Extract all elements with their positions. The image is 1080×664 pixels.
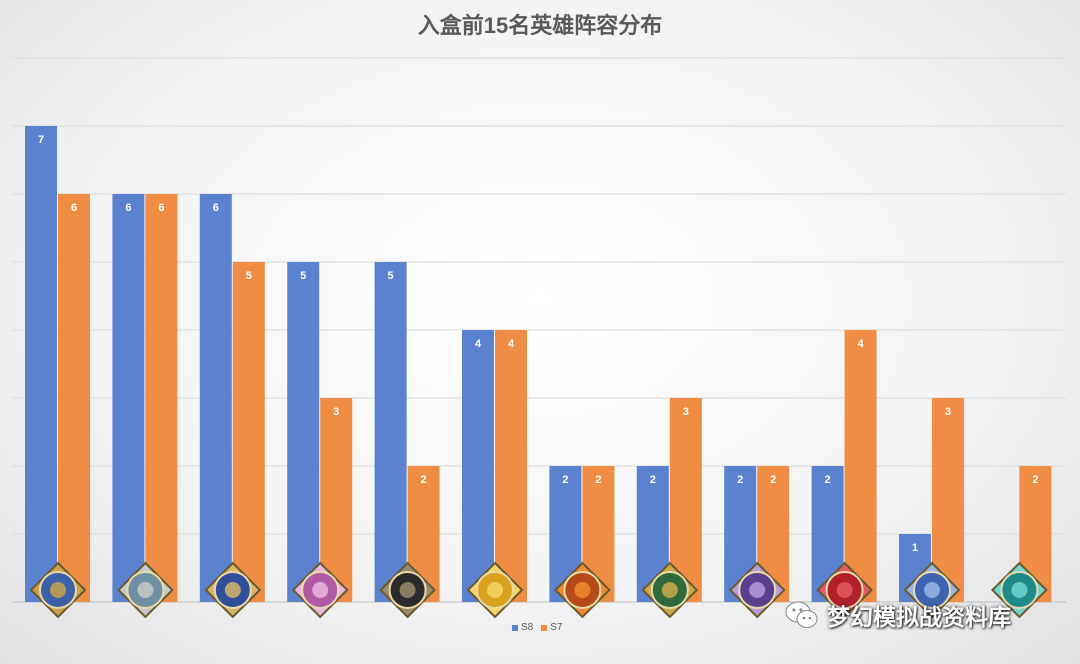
data-label-s7-8: 3 — [683, 406, 689, 418]
legend-item-s8: S8 — [512, 622, 533, 633]
data-label-s8-6: 4 — [475, 338, 482, 350]
chart-title: 入盒前15名英雄阵容分布 — [417, 13, 663, 38]
eye-icon — [116, 561, 174, 619]
data-labels: 766554222210665324232432 — [38, 134, 1039, 593]
legend-item-s7: S7 — [541, 622, 562, 633]
data-label-s7-10: 4 — [858, 338, 865, 350]
crown-icon — [291, 561, 349, 619]
comet-icon — [553, 561, 611, 619]
data-label-s8-1: 7 — [38, 134, 44, 146]
watermark: 梦幻模拟战资料库 — [785, 598, 1011, 632]
bar-s8-6 — [462, 330, 494, 602]
bars — [25, 126, 1052, 602]
wechat-icon — [785, 601, 818, 628]
bar-s8-5 — [374, 262, 407, 602]
data-label-s8-5: 5 — [388, 270, 394, 282]
data-label-s7-12: 2 — [1032, 474, 1038, 486]
data-label-s7-5: 2 — [421, 474, 427, 486]
legend: S8 S7 — [512, 622, 562, 633]
bar-s8-1 — [25, 126, 57, 602]
data-label-s7-3: 5 — [246, 270, 252, 282]
bar-s7-2 — [145, 194, 178, 602]
crossed-tools-icon — [728, 561, 786, 619]
bar-s7-1 — [58, 194, 90, 602]
bar-s7-6 — [495, 330, 527, 602]
data-label-s7-2: 6 — [158, 202, 164, 214]
watermark-text: 梦幻模拟战资料库 — [827, 604, 1011, 630]
sword-shield-icon — [641, 561, 699, 619]
data-label-s7-11: 3 — [945, 406, 951, 418]
data-label-s7-1: 6 — [71, 202, 77, 214]
winged-shield-icon — [204, 561, 262, 619]
legend-label-s8: S8 — [521, 622, 534, 633]
data-label-s8-9: 2 — [737, 474, 743, 486]
bar-s8-3 — [199, 194, 232, 602]
data-label-s8-11: 1 — [912, 542, 918, 554]
helmet-icon — [29, 561, 87, 619]
data-label-s7-9: 2 — [770, 474, 776, 486]
bar-s8-2 — [112, 194, 145, 602]
data-label-s7-6: 4 — [508, 338, 515, 350]
skull-icon — [379, 561, 437, 619]
data-label-s8-2: 6 — [125, 202, 131, 214]
hexagon-crystal-icon — [990, 561, 1048, 619]
legend-swatch-s8 — [512, 624, 518, 631]
bar-s7-10 — [844, 330, 877, 602]
data-label-s8-7: 2 — [562, 474, 568, 486]
data-label-s7-4: 3 — [333, 406, 339, 418]
data-label-s8-4: 5 — [300, 270, 306, 282]
data-label-s8-8: 2 — [650, 474, 656, 486]
legend-label-s7: S7 — [550, 622, 563, 633]
legend-swatch-s7 — [541, 624, 548, 631]
gridlines — [12, 57, 1066, 603]
bar-s8-4 — [287, 262, 320, 602]
sun-icon — [466, 561, 524, 619]
bar-s7-3 — [232, 262, 265, 602]
data-label-s7-7: 2 — [595, 474, 601, 486]
category-icons — [29, 561, 1048, 619]
data-label-s8-3: 6 — [213, 202, 219, 214]
vortex-icon — [903, 561, 961, 619]
data-label-s8-10: 2 — [825, 474, 831, 486]
heart-figure-icon — [816, 561, 874, 619]
